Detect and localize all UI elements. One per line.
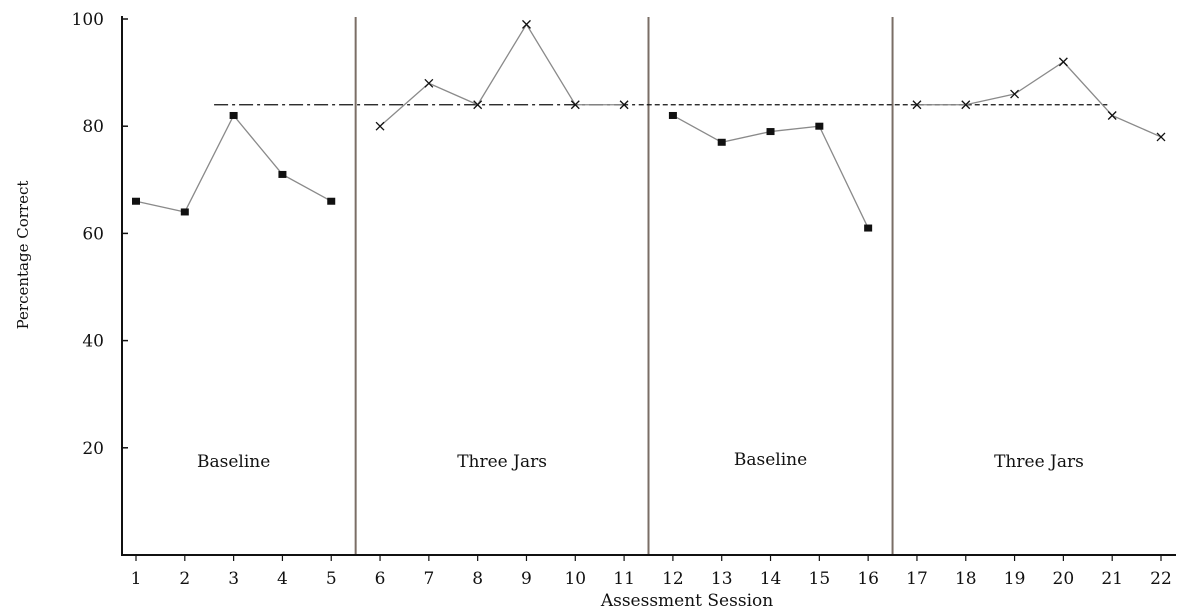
x-marker [473, 100, 483, 110]
y-tick-label: 60 [82, 224, 104, 244]
x-marker [375, 121, 385, 131]
x-marker-stroke [912, 100, 922, 110]
square-marker [766, 128, 775, 136]
x-tick-label: 3 [228, 569, 239, 589]
x-marker-stroke [1107, 111, 1117, 120]
x-tick-label: 1 [131, 569, 142, 589]
x-tick-label: 9 [521, 569, 532, 589]
x-tick-label: 7 [423, 569, 434, 589]
x-marker [1107, 111, 1117, 120]
x-marker-stroke [1058, 57, 1068, 67]
x-marker [1058, 57, 1068, 67]
square-marker [132, 197, 140, 205]
square-marker [278, 170, 287, 178]
x-tick-label: 21 [1101, 569, 1123, 589]
x-tick-label: 11 [613, 569, 635, 589]
x-tick-label: 5 [326, 569, 337, 589]
x-marker-stroke [375, 121, 385, 131]
x-marker-stroke [522, 19, 531, 29]
x-marker-stroke [961, 100, 971, 110]
x-tick-label: 6 [375, 569, 386, 589]
x-marker [1156, 132, 1166, 142]
y-tick-label: 80 [82, 117, 104, 137]
y-tick-label: 20 [82, 439, 104, 459]
x-marker [961, 100, 971, 110]
x-tick-label: 14 [760, 569, 782, 589]
y-tick-labels: 20 40 60 80 100 [72, 10, 104, 459]
x-tick-label: 8 [472, 569, 483, 589]
x-marker [619, 100, 629, 110]
x-marker-stroke [1156, 132, 1166, 142]
phase-label: Three Jars [994, 452, 1084, 472]
x-marker [570, 100, 580, 110]
x-axis-title: Assessment Session [600, 591, 773, 609]
x-tick-label: 20 [1053, 569, 1075, 589]
y-tick-label: 40 [82, 332, 104, 352]
x-tick-label: 13 [711, 569, 733, 589]
x-marker [522, 19, 531, 29]
x-marker-stroke [424, 78, 434, 88]
x-marker-stroke [619, 100, 629, 110]
x-marker-stroke [473, 100, 483, 110]
y-tick-label: 100 [72, 10, 104, 30]
square-marker [864, 224, 873, 232]
y-axis-title: Percentage Correct [14, 181, 32, 330]
phase-labels: Baseline Three Jars Baseline Three Jars [197, 450, 1084, 472]
x-marker [424, 78, 434, 88]
phase-label: Baseline [197, 452, 270, 472]
phase-dividers [354, 17, 894, 555]
square-marker [717, 138, 726, 146]
x-marker [912, 100, 922, 110]
x-tick-label: 22 [1150, 569, 1172, 589]
x-tick-label: 2 [179, 569, 190, 589]
phase-label: Three Jars [457, 452, 547, 472]
data-markers [132, 19, 1166, 232]
x-tick-label: 16 [857, 569, 879, 589]
x-tick-label: 4 [277, 569, 288, 589]
x-tick-label: 12 [662, 569, 684, 589]
x-tick-labels: 1 2 3 4 5 6 7 8 9 10 11 12 13 14 15 16 17 18 19 20 21 22 [131, 569, 1172, 589]
x-tick-label: 10 [564, 569, 586, 589]
x-tick-label: 15 [809, 569, 831, 589]
x-tick-label: 19 [1004, 569, 1026, 589]
square-marker [815, 122, 824, 130]
x-marker [1010, 89, 1020, 99]
series-line [135, 114, 332, 213]
phase-label: Baseline [734, 450, 807, 470]
axes [121, 16, 1176, 561]
x-marker-stroke [570, 100, 580, 110]
x-tick-label: 18 [955, 569, 977, 589]
square-marker [327, 197, 336, 205]
series-line [379, 23, 625, 127]
square-marker [229, 111, 238, 119]
square-marker [180, 208, 189, 216]
x-marker-stroke [1010, 89, 1020, 99]
series-line [916, 61, 1162, 138]
x-tick-label: 17 [906, 569, 928, 589]
square-marker [668, 111, 677, 119]
